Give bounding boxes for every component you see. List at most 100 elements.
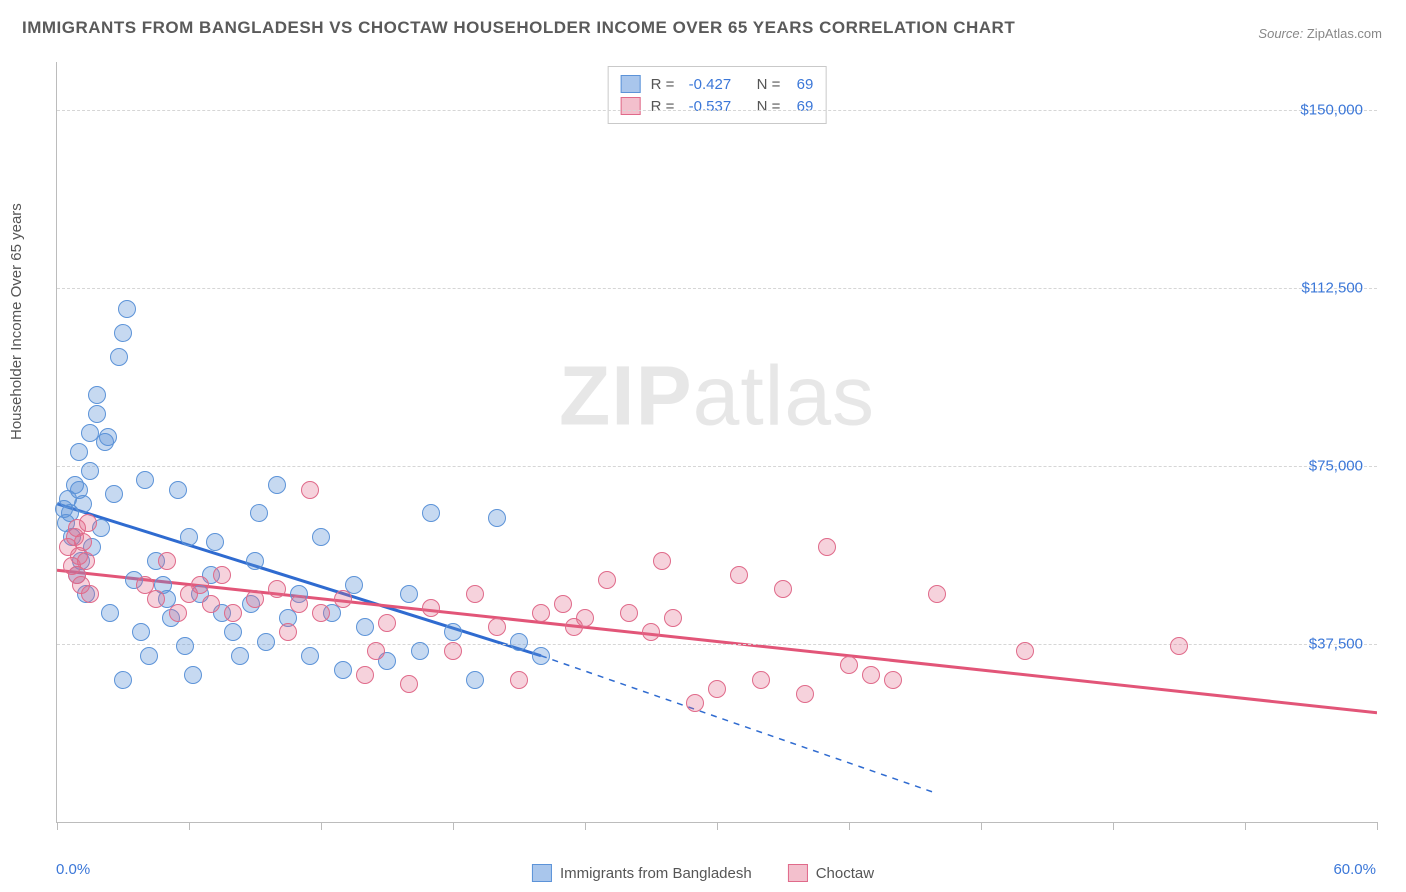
data-point-bangladesh: [466, 671, 484, 689]
grid-line: [57, 110, 1377, 111]
data-point-bangladesh: [105, 485, 123, 503]
data-point-choctaw: [79, 514, 97, 532]
data-point-choctaw: [246, 590, 264, 608]
x-tick: [57, 822, 58, 830]
data-point-bangladesh: [257, 633, 275, 651]
data-point-choctaw: [367, 642, 385, 660]
watermark: ZIPatlas: [559, 348, 875, 445]
data-point-bangladesh: [114, 324, 132, 342]
data-point-bangladesh: [400, 585, 418, 603]
data-point-choctaw: [576, 609, 594, 627]
data-point-bangladesh: [74, 495, 92, 513]
swatch-bangladesh: [532, 864, 552, 882]
grid-line: [57, 466, 1377, 467]
data-point-choctaw: [554, 595, 572, 613]
data-point-bangladesh: [118, 300, 136, 318]
data-point-choctaw: [312, 604, 330, 622]
data-point-choctaw: [74, 533, 92, 551]
data-point-bangladesh: [88, 386, 106, 404]
data-point-choctaw: [356, 666, 374, 684]
data-point-bangladesh: [312, 528, 330, 546]
r-value-choctaw: -0.537: [689, 98, 747, 115]
data-point-bangladesh: [206, 533, 224, 551]
data-point-bangladesh: [231, 647, 249, 665]
data-point-choctaw: [488, 618, 506, 636]
data-point-choctaw: [213, 566, 231, 584]
x-tick: [189, 822, 190, 830]
x-tick: [849, 822, 850, 830]
data-point-choctaw: [147, 590, 165, 608]
series-legend: Immigrants from Bangladesh Choctaw: [532, 864, 874, 882]
data-point-choctaw: [730, 566, 748, 584]
x-tick: [321, 822, 322, 830]
data-point-choctaw: [818, 538, 836, 556]
data-point-bangladesh: [114, 671, 132, 689]
data-point-choctaw: [708, 680, 726, 698]
data-point-choctaw: [202, 595, 220, 613]
x-tick: [585, 822, 586, 830]
chart-title: IMMIGRANTS FROM BANGLADESH VS CHOCTAW HO…: [22, 18, 1015, 38]
r-label: R =: [651, 76, 679, 93]
y-tick-label: $75,000: [1309, 457, 1363, 474]
y-tick-label: $37,500: [1309, 635, 1363, 652]
watermark-bold: ZIP: [559, 349, 693, 443]
data-point-bangladesh: [99, 428, 117, 446]
data-point-choctaw: [279, 623, 297, 641]
trend-lines-layer: [57, 62, 1377, 822]
n-value-choctaw: 69: [797, 98, 814, 115]
data-point-choctaw: [301, 481, 319, 499]
data-point-choctaw: [268, 580, 286, 598]
data-point-choctaw: [686, 694, 704, 712]
data-point-bangladesh: [268, 476, 286, 494]
data-point-choctaw: [510, 671, 528, 689]
data-point-choctaw: [191, 576, 209, 594]
x-max-label: 60.0%: [1333, 861, 1376, 878]
data-point-bangladesh: [224, 623, 242, 641]
data-point-choctaw: [378, 614, 396, 632]
data-point-bangladesh: [532, 647, 550, 665]
data-point-choctaw: [1170, 637, 1188, 655]
data-point-bangladesh: [81, 462, 99, 480]
y-tick-label: $112,500: [1302, 279, 1363, 296]
data-point-bangladesh: [334, 661, 352, 679]
data-point-choctaw: [928, 585, 946, 603]
data-point-choctaw: [884, 671, 902, 689]
data-point-choctaw: [840, 656, 858, 674]
data-point-bangladesh: [356, 618, 374, 636]
data-point-choctaw: [642, 623, 660, 641]
source-name: ZipAtlas.com: [1307, 26, 1382, 41]
data-point-choctaw: [664, 609, 682, 627]
data-point-bangladesh: [180, 528, 198, 546]
data-point-choctaw: [796, 685, 814, 703]
data-point-bangladesh: [444, 623, 462, 641]
swatch-bangladesh: [621, 75, 641, 93]
data-point-choctaw: [169, 604, 187, 622]
x-min-label: 0.0%: [56, 861, 90, 878]
watermark-rest: atlas: [693, 349, 875, 443]
x-tick: [1113, 822, 1114, 830]
r-label: R =: [651, 98, 679, 115]
data-point-bangladesh: [184, 666, 202, 684]
data-point-choctaw: [862, 666, 880, 684]
grid-line: [57, 288, 1377, 289]
x-tick: [981, 822, 982, 830]
x-tick: [717, 822, 718, 830]
swatch-choctaw: [621, 97, 641, 115]
data-point-bangladesh: [136, 471, 154, 489]
legend-label-bangladesh: Immigrants from Bangladesh: [560, 865, 752, 882]
n-label: N =: [757, 76, 787, 93]
data-point-bangladesh: [140, 647, 158, 665]
y-axis-title: Householder Income Over 65 years: [8, 203, 25, 440]
data-point-choctaw: [422, 599, 440, 617]
source-label: Source:: [1258, 26, 1303, 41]
data-point-bangladesh: [422, 504, 440, 522]
data-point-choctaw: [532, 604, 550, 622]
data-point-bangladesh: [510, 633, 528, 651]
swatch-choctaw: [788, 864, 808, 882]
data-point-bangladesh: [88, 405, 106, 423]
data-point-bangladesh: [411, 642, 429, 660]
data-point-bangladesh: [169, 481, 187, 499]
data-point-choctaw: [466, 585, 484, 603]
scatter-plot-area: ZIPatlas R = -0.427 N = 69 R = -0.537 N …: [56, 62, 1377, 823]
data-point-choctaw: [653, 552, 671, 570]
